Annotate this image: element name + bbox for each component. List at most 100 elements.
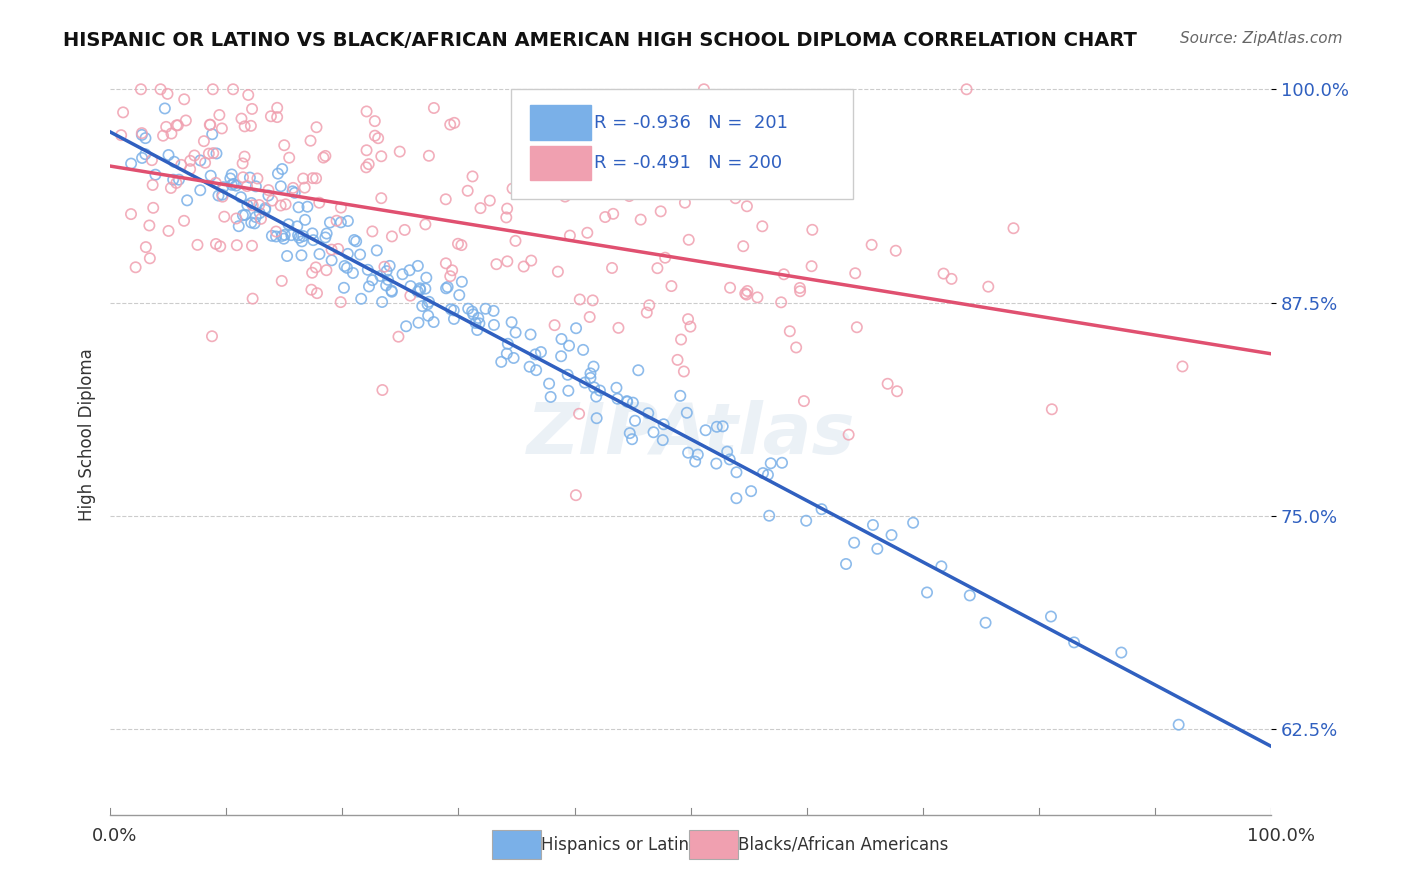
Point: [240, 215, 263, 229]
Point: [142, 201, 165, 215]
Point: [737, 284, 759, 298]
Point: [131, 128, 153, 142]
Point: [381, 229, 404, 244]
Point: [866, 541, 889, 556]
Point: [1039, 609, 1062, 624]
Point: [356, 104, 378, 119]
Point: [740, 484, 762, 499]
Point: [308, 247, 330, 261]
Point: [387, 329, 409, 343]
Point: [496, 336, 519, 351]
Point: [314, 149, 336, 163]
Point: [1171, 359, 1194, 374]
Point: [135, 240, 157, 254]
Point: [301, 266, 323, 280]
Point: [415, 218, 437, 232]
Point: [725, 465, 748, 479]
Point: [173, 92, 195, 106]
Point: [789, 285, 811, 299]
Point: [474, 301, 496, 316]
Point: [157, 224, 180, 238]
Point: [406, 285, 429, 299]
Point: [343, 233, 366, 247]
Point: [735, 287, 758, 301]
Point: [299, 283, 322, 297]
Point: [711, 419, 734, 434]
Point: [447, 236, 470, 251]
Point: [449, 288, 471, 302]
Point: [505, 326, 527, 340]
Point: [557, 368, 579, 382]
Point: [364, 128, 387, 143]
Point: [673, 195, 696, 210]
Point: [240, 102, 263, 116]
Point: [409, 283, 432, 297]
Point: [977, 279, 1000, 293]
Point: [467, 310, 489, 325]
Point: [361, 273, 384, 287]
Point: [440, 302, 463, 317]
Point: [666, 352, 689, 367]
Point: [443, 303, 465, 318]
Point: [129, 82, 152, 96]
Point: [418, 309, 440, 323]
Point: [305, 260, 328, 275]
Point: [364, 114, 387, 128]
Point: [779, 324, 801, 338]
Point: [186, 238, 208, 252]
Point: [406, 259, 429, 273]
Point: [915, 585, 938, 599]
Point: [391, 267, 413, 281]
Point: [582, 293, 605, 308]
Point: [485, 257, 508, 271]
Point: [558, 339, 581, 353]
Point: [208, 108, 231, 122]
Point: [619, 189, 641, 203]
Point: [733, 239, 755, 253]
Point: [470, 201, 492, 215]
Point: [616, 394, 638, 409]
Point: [519, 327, 541, 342]
Point: [370, 149, 392, 163]
Point: [267, 167, 290, 181]
Point: [1111, 646, 1133, 660]
Point: [162, 172, 184, 186]
Point: [290, 248, 312, 262]
Point: [370, 268, 392, 283]
Point: [1167, 717, 1189, 731]
Text: Blacks/African Americans: Blacks/African Americans: [738, 836, 949, 854]
Point: [585, 390, 607, 404]
Point: [124, 260, 146, 275]
Point: [112, 105, 135, 120]
Point: [233, 150, 256, 164]
Point: [901, 516, 924, 530]
Point: [418, 294, 440, 309]
Point: [247, 198, 270, 212]
Point: [931, 559, 953, 574]
Point: [441, 263, 464, 277]
Point: [245, 179, 267, 194]
Point: [502, 181, 524, 195]
Point: [315, 227, 337, 241]
Point: [242, 198, 264, 212]
Point: [205, 237, 228, 252]
Point: [457, 184, 479, 198]
Point: [627, 363, 650, 377]
Point: [520, 253, 543, 268]
Point: [134, 147, 156, 161]
Point: [789, 281, 811, 295]
Point: [139, 252, 162, 266]
Point: [245, 210, 267, 224]
Point: [565, 488, 588, 502]
Point: [211, 121, 233, 136]
Point: [678, 233, 700, 247]
Point: [381, 285, 404, 299]
Point: [835, 557, 858, 571]
Point: [357, 279, 380, 293]
Point: [201, 127, 224, 141]
Point: [434, 281, 457, 295]
Point: [399, 288, 422, 302]
Point: [288, 231, 311, 245]
Point: [297, 200, 319, 214]
Point: [336, 247, 359, 261]
